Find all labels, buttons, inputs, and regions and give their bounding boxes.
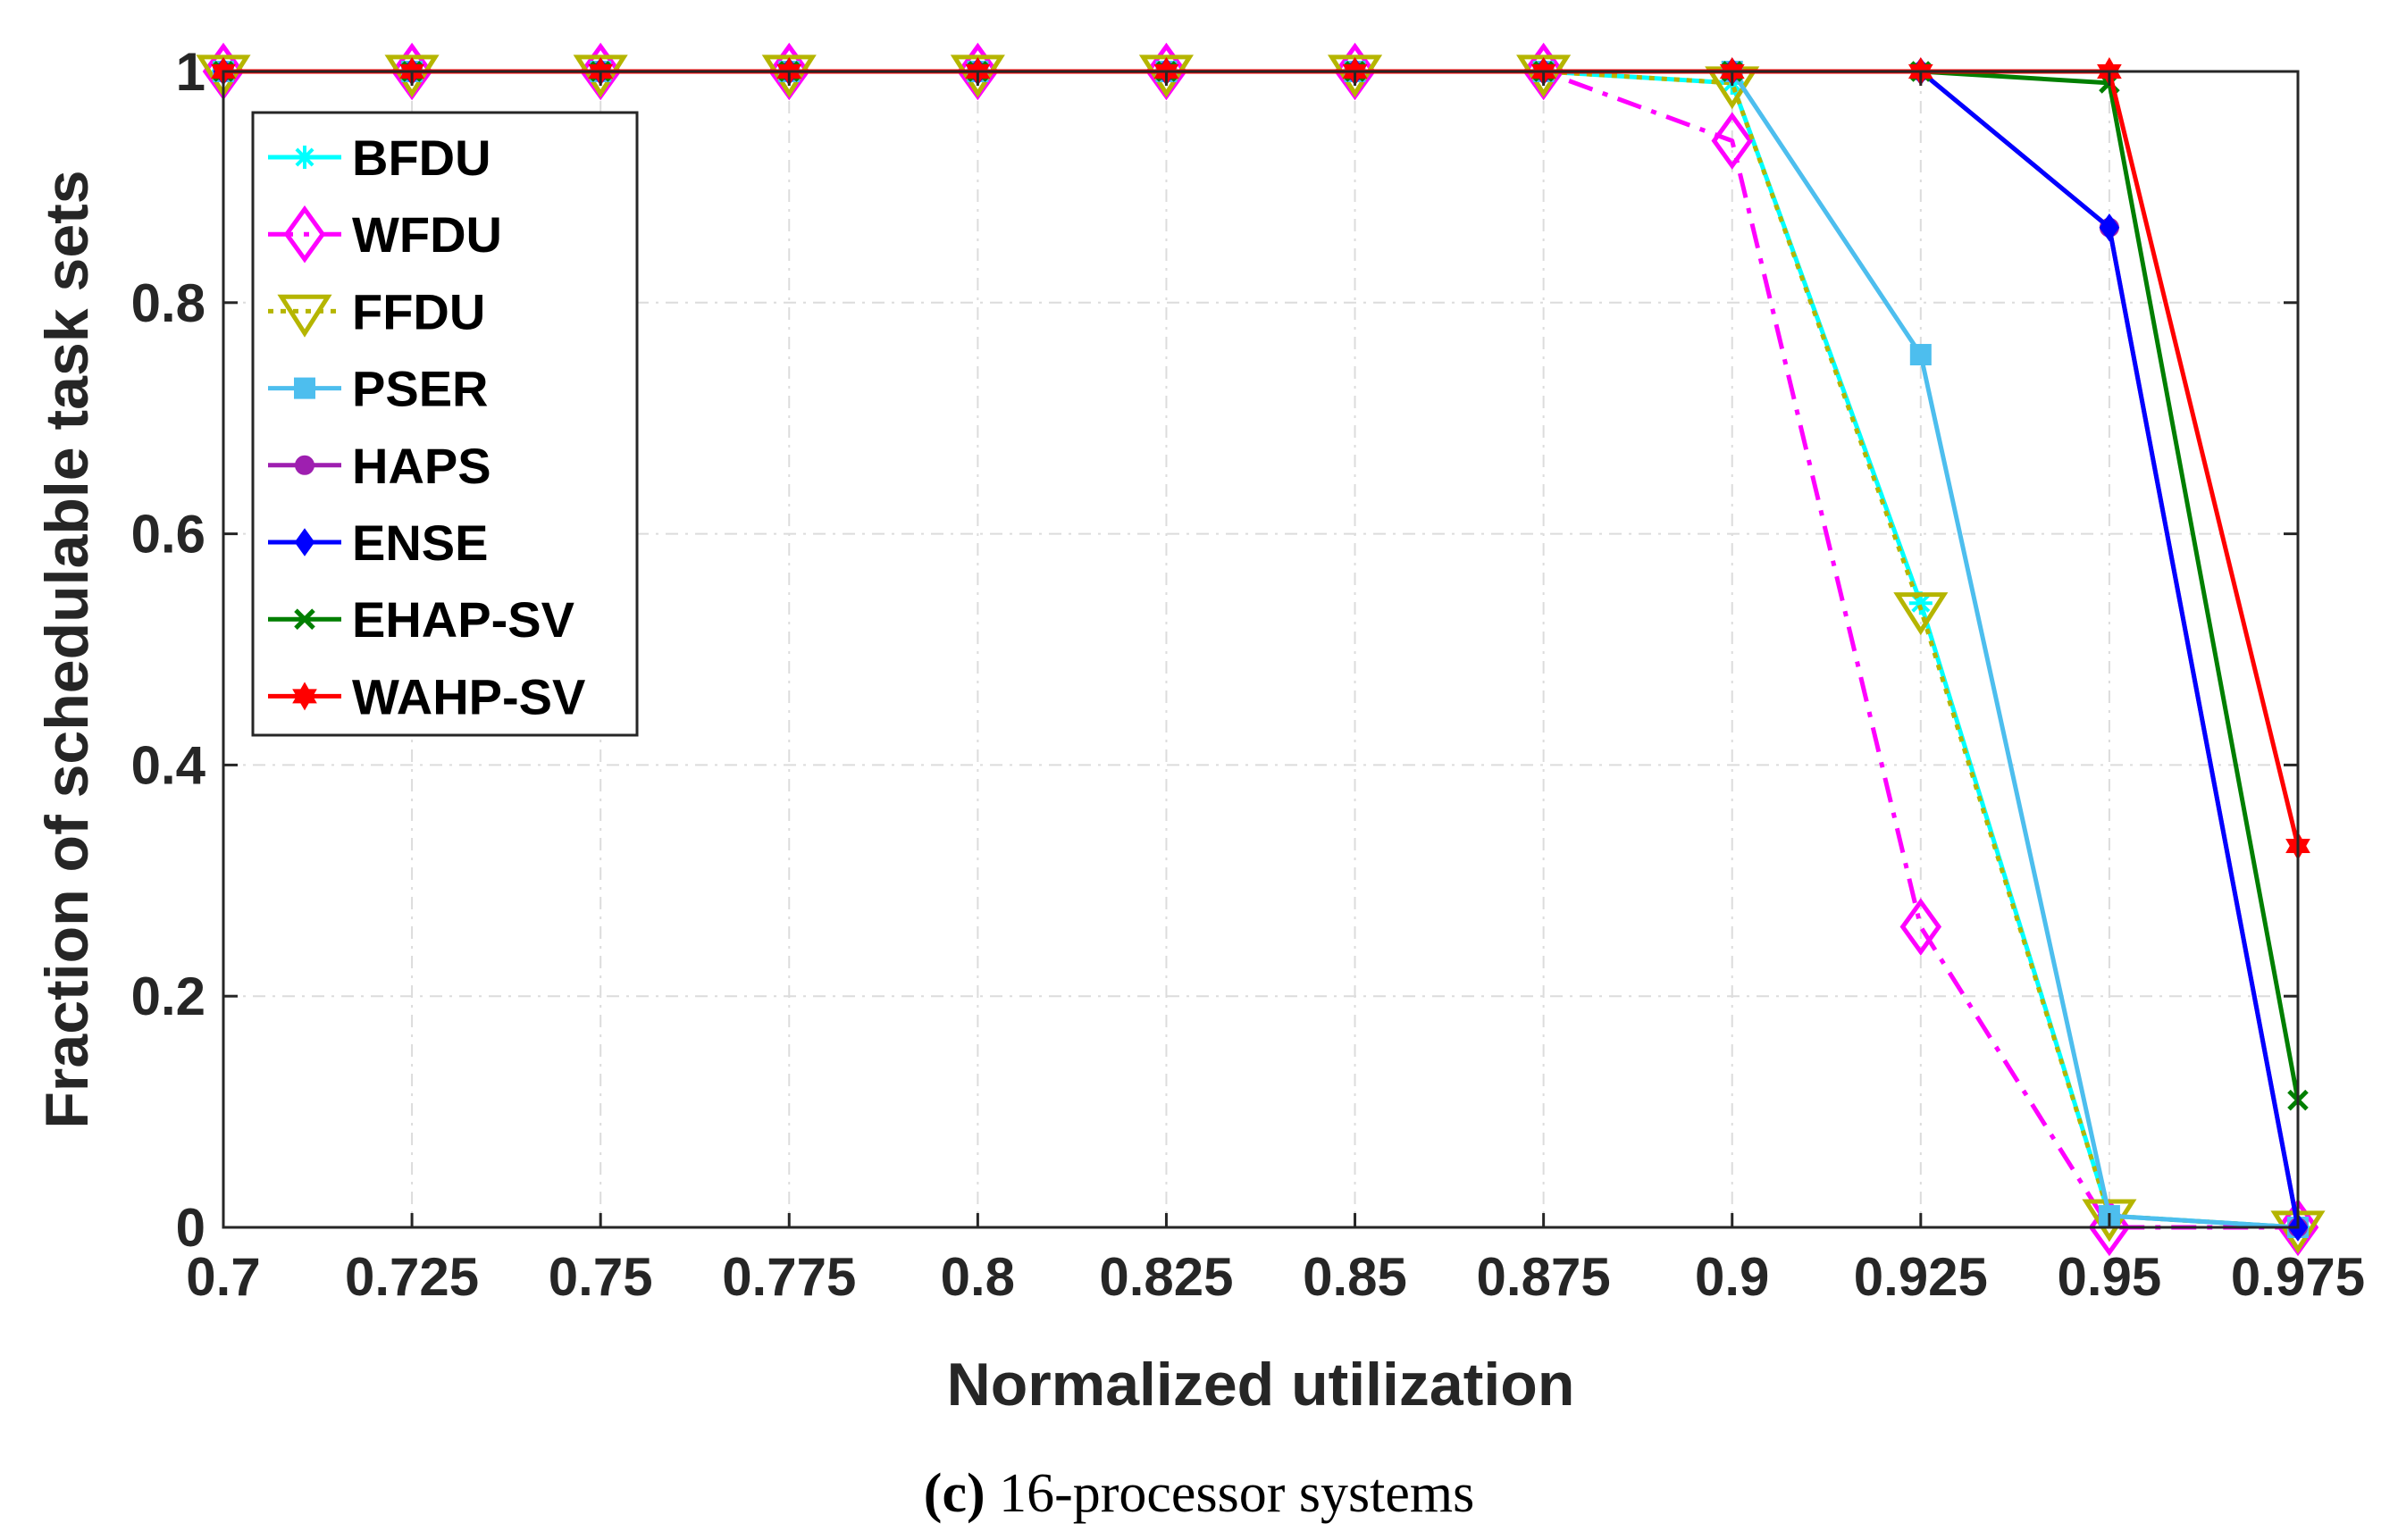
- legend-item-pser: PSER: [268, 361, 489, 417]
- legend: BFDU WFDU FFDU PSER HAPS ENSE EHAP-SV WAHP-SV: [251, 111, 639, 737]
- caption-label: (c): [924, 1463, 985, 1524]
- x-tick-label: 0.925: [1854, 1247, 1988, 1307]
- legend-items: BFDU WFDU FFDU PSER HAPS ENSE EHAP-SV WAHP-SV: [268, 130, 585, 724]
- legend-marker: [294, 608, 315, 630]
- legend-label: PSER: [352, 361, 489, 417]
- legend-item-haps: HAPS: [268, 438, 491, 494]
- legend-item-ense: ENSE: [268, 515, 489, 571]
- legend-label: EHAP-SV: [352, 591, 574, 648]
- y-tick-label: 1: [176, 42, 205, 102]
- x-tick-label: 0.7: [186, 1247, 260, 1307]
- data-point-marker: [761, 54, 817, 98]
- y-tick-label: 0.2: [131, 967, 205, 1026]
- legend-marker: [292, 682, 317, 711]
- legend-marker: [293, 146, 316, 169]
- tick-marks: [222, 70, 2300, 1229]
- data-point-marker: [1327, 54, 1383, 98]
- x-tick-label: 0.775: [722, 1247, 856, 1307]
- x-tick-label: 0.725: [345, 1247, 479, 1307]
- legend-item-ehap-sv: EHAP-SV: [268, 591, 574, 648]
- legend-marker: [294, 528, 315, 557]
- data-point-marker: [384, 54, 440, 98]
- x-tick-label: 0.975: [2231, 1247, 2365, 1307]
- legend-marker: [277, 294, 332, 338]
- data-point-marker: [1138, 54, 1195, 98]
- x-tick-labels: 0.7 0.725 0.75 0.775 0.8 0.825 0.85 0.875 0.9 0.9…: [186, 1247, 2365, 1307]
- legend-label: BFDU: [352, 130, 491, 186]
- legend-item-wahp-sv: WAHP-SV: [268, 668, 585, 724]
- data-point-marker: [2082, 1199, 2137, 1243]
- y-tick-label: 0.6: [131, 505, 205, 565]
- legend-label: FFDU: [352, 283, 485, 339]
- data-point-marker: [1893, 592, 1949, 636]
- x-tick-label: 0.85: [1303, 1247, 1407, 1307]
- y-tick-label: 0.4: [131, 735, 206, 795]
- data-point-marker: [196, 54, 251, 98]
- grid: [223, 71, 2298, 1227]
- x-tick-label: 0.8: [941, 1247, 1015, 1307]
- legend-label: HAPS: [352, 438, 491, 494]
- legend-box: [251, 111, 639, 737]
- data-point-marker: [1899, 898, 1942, 956]
- legend-label: WAHP-SV: [352, 668, 585, 724]
- data-point-marker: [1711, 112, 1753, 170]
- x-tick-label: 0.75: [549, 1247, 653, 1307]
- legend-label: WFDU: [352, 206, 502, 263]
- x-tick-label: 0.9: [1695, 1247, 1769, 1307]
- x-tick-label: 0.875: [1477, 1247, 1611, 1307]
- data-point-marker: [573, 54, 628, 98]
- y-tick-labels: 0 0.2 0.4 0.6 0.8 1: [131, 42, 206, 1258]
- figure-caption: (c) 16-processor systems: [924, 1463, 1474, 1524]
- legend-marker: [294, 377, 315, 399]
- data-point-marker: [950, 54, 1005, 98]
- x-axis-label: Normalized utilization: [947, 1351, 1575, 1419]
- x-tick-label: 0.95: [2058, 1247, 2162, 1307]
- y-tick-label: 0.8: [131, 273, 205, 333]
- legend-label: ENSE: [352, 515, 489, 571]
- legend-item-ffdu: FFDU: [268, 283, 485, 339]
- data-point-marker: [1909, 344, 1932, 366]
- series-ffdu: [196, 54, 2326, 1254]
- y-tick-label: 0: [176, 1198, 205, 1258]
- legend-item-bfdu: BFDU: [268, 130, 491, 186]
- legend-marker: [283, 205, 326, 264]
- plot-frame: [222, 70, 2300, 1229]
- y-axis-label: Fraction of schedulable task sets: [33, 170, 101, 1128]
- data-point-marker: [1516, 54, 1572, 98]
- caption-text: 16-processor systems: [985, 1463, 1475, 1524]
- legend-marker: [295, 455, 314, 475]
- legend-item-wfdu: WFDU: [268, 205, 502, 264]
- data-point-marker: [2099, 213, 2120, 242]
- x-tick-label: 0.825: [1099, 1247, 1233, 1307]
